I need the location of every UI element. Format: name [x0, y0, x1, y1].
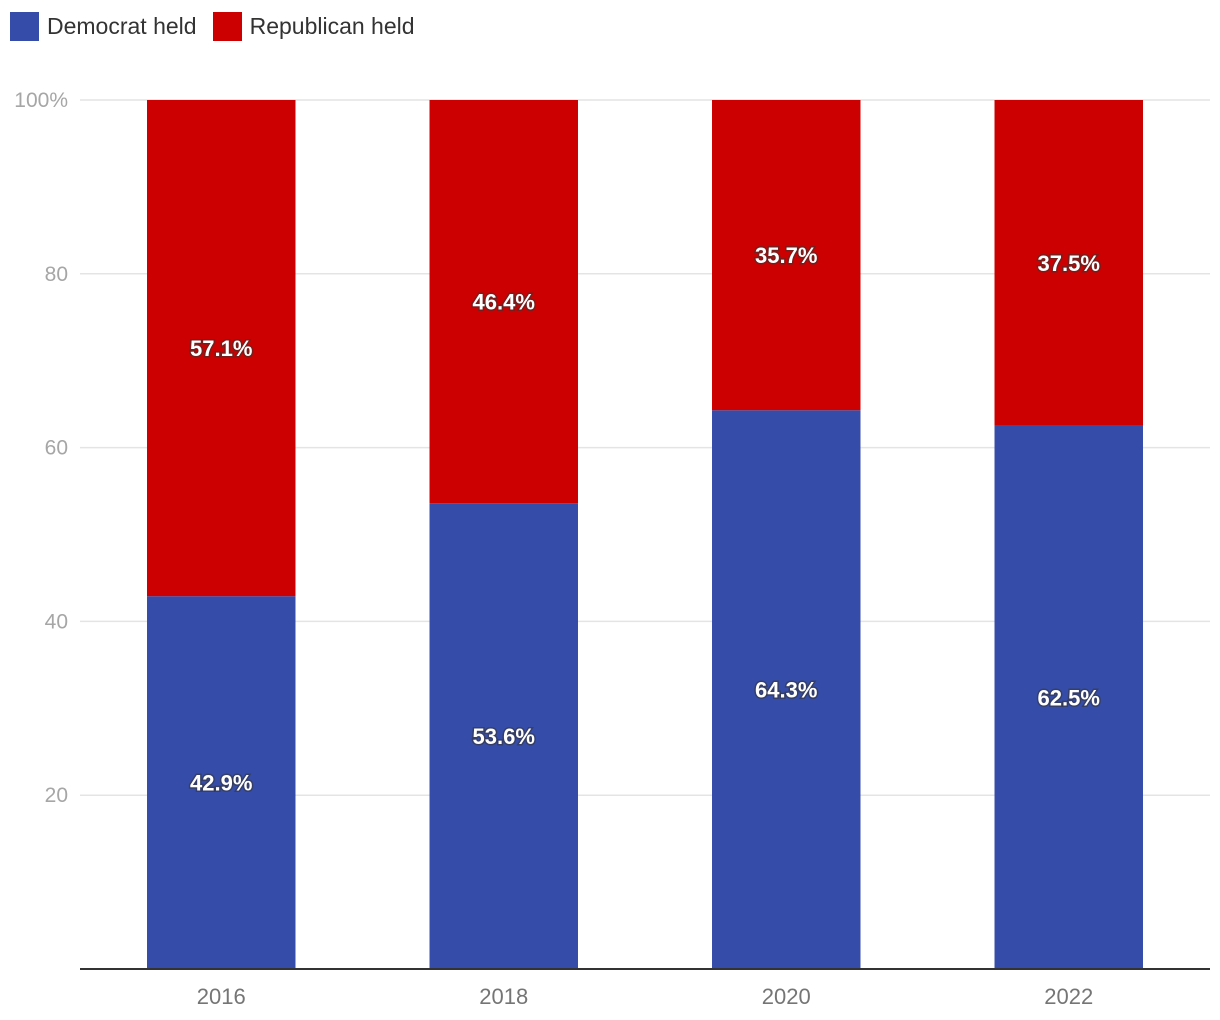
y-tick-label-20: 20	[45, 784, 68, 807]
legend-swatch-democrat	[10, 11, 39, 41]
y-tick-label-100: 100%	[14, 89, 68, 112]
data-label-democrat-2016: 42.9%	[190, 771, 252, 796]
legend-label-republican: Republican held	[249, 12, 415, 39]
legend-label-democrat: Democrat held	[47, 12, 197, 39]
legend-item-republican[interactable]: Republican held	[212, 11, 415, 41]
bar-republican-2020[interactable]	[712, 100, 861, 411]
bar-republican-2018[interactable]	[429, 100, 578, 504]
x-tick-label-2022: 2022	[1044, 984, 1093, 1009]
y-tick-label-80: 80	[45, 263, 68, 286]
bar-democrat-2018[interactable]	[429, 503, 578, 969]
data-label-republican-2018: 46.4%	[473, 290, 535, 315]
data-label-republican-2022: 37.5%	[1038, 251, 1100, 276]
legend-swatch-republican	[212, 11, 242, 41]
bars	[147, 100, 1143, 969]
bar-democrat-2016[interactable]	[147, 596, 296, 969]
bar-democrat-2020[interactable]	[712, 410, 861, 969]
data-label-democrat-2018: 53.6%	[473, 724, 535, 749]
legend-item-democrat[interactable]: Democrat held	[10, 11, 197, 41]
y-tick-label-60: 60	[45, 437, 68, 460]
bar-republican-2022[interactable]	[994, 100, 1143, 426]
chart-legend: Democrat held Republican held	[10, 10, 431, 42]
bar-republican-2016[interactable]	[147, 100, 296, 597]
data-label-republican-2016: 57.1%	[190, 336, 252, 361]
axes: 2016 2018 2020 2022	[80, 968, 1210, 1009]
data-labels: 42.9% 57.1% 53.6% 46.4% 64.3% 35.7% 62.5% 37.5%	[189, 242, 1102, 797]
data-label-democrat-2020: 64.3%	[755, 678, 817, 703]
bar-democrat-2022[interactable]	[994, 425, 1143, 969]
x-tick-label-2018: 2018	[479, 984, 528, 1009]
y-tick-label-40: 40	[45, 610, 68, 633]
data-label-democrat-2022: 62.5%	[1038, 685, 1100, 710]
x-tick-label-2016: 2016	[197, 984, 246, 1009]
x-tick-label-2020: 2020	[762, 984, 811, 1009]
data-label-republican-2020: 35.7%	[755, 243, 817, 268]
